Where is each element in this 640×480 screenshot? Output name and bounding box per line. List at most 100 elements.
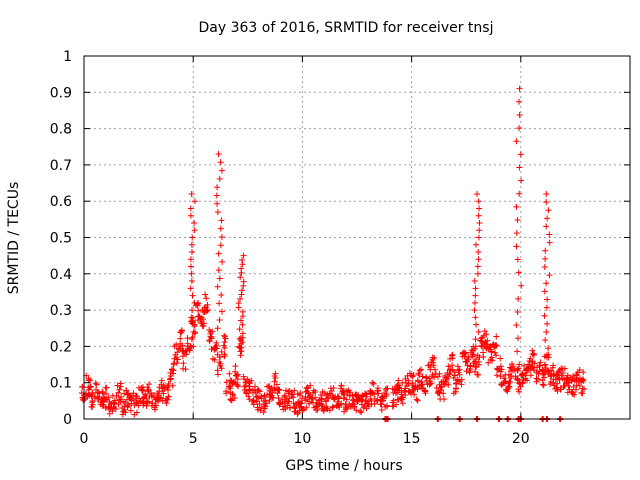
data-point xyxy=(223,390,230,397)
data-point xyxy=(276,401,283,408)
data-point xyxy=(513,230,520,237)
data-point xyxy=(291,408,298,415)
data-point xyxy=(312,394,319,401)
data-point xyxy=(371,400,378,407)
data-point xyxy=(476,205,483,212)
data-point xyxy=(512,373,519,380)
data-point xyxy=(475,359,482,366)
data-point xyxy=(363,405,370,412)
data-point xyxy=(120,398,127,405)
data-point xyxy=(305,398,312,405)
data-point xyxy=(215,151,222,158)
data-point xyxy=(436,370,443,377)
data-point xyxy=(544,215,551,222)
data-point xyxy=(331,396,338,403)
data-point xyxy=(572,386,579,393)
data-point xyxy=(413,396,420,403)
y-tick-label: 0.7 xyxy=(50,158,72,174)
data-point xyxy=(536,362,543,369)
data-point xyxy=(94,395,101,402)
data-point xyxy=(408,372,415,379)
data-point xyxy=(446,371,453,378)
data-point xyxy=(414,397,421,404)
data-point xyxy=(363,391,370,398)
data-point xyxy=(421,387,428,394)
data-point xyxy=(529,359,536,366)
data-point xyxy=(513,322,520,329)
data-point xyxy=(554,380,561,387)
data-point xyxy=(203,307,210,314)
data-point xyxy=(334,402,341,409)
data-point xyxy=(545,345,552,352)
data-point xyxy=(297,400,304,407)
data-point xyxy=(374,397,381,404)
data-point xyxy=(238,256,245,263)
data-point xyxy=(321,404,328,411)
data-point xyxy=(474,270,481,277)
data-point xyxy=(516,98,523,105)
data-point xyxy=(450,390,457,397)
data-point xyxy=(489,357,496,364)
data-point xyxy=(215,250,222,257)
data-point xyxy=(543,280,550,287)
data-point xyxy=(438,383,445,390)
data-point xyxy=(402,391,409,398)
data-point xyxy=(177,335,184,342)
data-point xyxy=(227,385,234,392)
data-point xyxy=(240,373,247,380)
data-point xyxy=(116,386,123,393)
data-point xyxy=(232,379,239,386)
data-point xyxy=(223,379,230,386)
data-point xyxy=(399,400,406,407)
data-point xyxy=(422,388,429,395)
data-point xyxy=(215,267,222,274)
data-point xyxy=(236,343,243,350)
data-point xyxy=(540,382,547,389)
data-point xyxy=(307,393,314,400)
data-point xyxy=(393,401,400,408)
data-point xyxy=(383,391,390,398)
data-point xyxy=(456,366,463,373)
data-point xyxy=(218,233,225,240)
data-point xyxy=(493,372,500,379)
data-point xyxy=(240,278,247,285)
data-point xyxy=(474,371,481,378)
data-point xyxy=(191,299,198,306)
data-point xyxy=(143,395,150,402)
data-point xyxy=(114,382,121,389)
data-point xyxy=(515,335,522,342)
data-point xyxy=(395,377,402,384)
data-point xyxy=(464,362,471,369)
data-point xyxy=(389,385,396,392)
data-point xyxy=(275,386,282,393)
data-point xyxy=(541,264,548,271)
y-tick-label: 0.6 xyxy=(50,194,72,210)
data-point xyxy=(340,395,347,402)
data-point xyxy=(579,385,586,392)
data-point xyxy=(454,363,461,370)
data-point xyxy=(325,394,332,401)
data-point xyxy=(262,397,269,404)
data-point xyxy=(499,382,506,389)
data-point xyxy=(544,320,551,327)
x-tick-label: 0 xyxy=(80,431,89,447)
data-point xyxy=(291,405,298,412)
data-point xyxy=(89,397,96,404)
data-point xyxy=(498,381,505,388)
data-point xyxy=(514,348,521,355)
data-point xyxy=(481,343,488,350)
data-point xyxy=(222,333,229,340)
data-point xyxy=(543,304,550,311)
data-point xyxy=(282,393,289,400)
data-point xyxy=(463,358,470,365)
data-point xyxy=(209,355,216,362)
data-point xyxy=(472,241,479,248)
data-point xyxy=(573,372,580,379)
data-point xyxy=(117,383,124,390)
data-point xyxy=(142,391,149,398)
y-tick-label: 0.1 xyxy=(50,376,72,392)
data-point xyxy=(214,283,221,290)
data-point xyxy=(518,177,525,184)
data-point xyxy=(105,406,112,413)
data-point xyxy=(237,274,244,281)
